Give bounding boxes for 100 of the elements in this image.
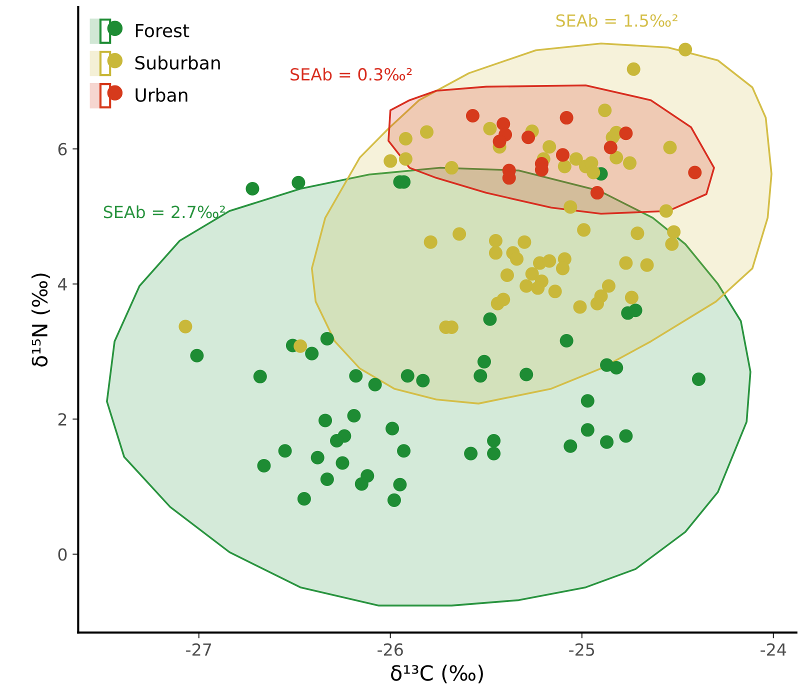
- point: [688, 166, 702, 180]
- point: [330, 434, 344, 448]
- point: [619, 256, 633, 270]
- point: [598, 104, 612, 118]
- point: [564, 439, 578, 453]
- point: [246, 182, 260, 196]
- point: [663, 140, 677, 154]
- legend-label: Urban: [136, 88, 188, 102]
- point: [520, 279, 534, 293]
- point: [600, 435, 614, 449]
- point: [640, 258, 654, 272]
- point: [556, 148, 570, 162]
- x-tick-label: -24: [760, 643, 786, 656]
- point: [368, 378, 382, 392]
- point: [577, 223, 591, 237]
- point: [520, 368, 534, 382]
- point: [522, 130, 536, 144]
- point: [624, 290, 638, 304]
- point: [297, 492, 311, 506]
- point: [667, 225, 681, 239]
- point: [560, 334, 574, 348]
- point: [630, 226, 644, 240]
- point: [580, 423, 594, 437]
- legend-label: Suburban: [135, 56, 220, 70]
- point: [586, 166, 600, 180]
- x-tick-label: -25: [569, 643, 594, 656]
- point: [305, 346, 319, 360]
- point: [190, 348, 204, 362]
- point: [542, 140, 556, 154]
- annotation: SEAb = 1.5‰²: [556, 14, 678, 27]
- point: [488, 234, 502, 248]
- point: [665, 237, 679, 251]
- point: [349, 369, 363, 383]
- point: [487, 434, 501, 448]
- point: [548, 284, 562, 298]
- point: [387, 493, 401, 507]
- point: [623, 156, 637, 170]
- point: [602, 279, 616, 293]
- point: [580, 394, 594, 408]
- point: [496, 292, 510, 306]
- point: [398, 132, 412, 146]
- point: [604, 140, 618, 154]
- point: [619, 126, 633, 140]
- point: [452, 227, 466, 241]
- y-tick-label: 4: [58, 278, 67, 290]
- point: [336, 456, 350, 470]
- point: [590, 296, 604, 310]
- point: [492, 134, 506, 148]
- y-tick-label: 2: [58, 413, 66, 426]
- point: [253, 370, 267, 384]
- point: [464, 446, 478, 460]
- point: [678, 42, 692, 56]
- point: [416, 374, 430, 388]
- point: [564, 200, 578, 214]
- point: [510, 252, 524, 266]
- x-tick-label: -26: [378, 643, 403, 656]
- point: [393, 478, 407, 492]
- point: [354, 477, 368, 491]
- point: [420, 125, 434, 139]
- point: [500, 268, 514, 282]
- point: [474, 369, 488, 383]
- point: [590, 186, 604, 200]
- x-axis-title: δ¹³C (‰): [391, 664, 483, 684]
- point: [400, 369, 414, 383]
- point: [525, 267, 539, 281]
- point: [483, 122, 497, 136]
- annotation: SEAb = 2.7‰²: [104, 205, 225, 218]
- point: [294, 339, 308, 353]
- point: [318, 414, 332, 428]
- point: [692, 372, 706, 386]
- point: [310, 450, 324, 464]
- point: [477, 354, 491, 368]
- annotation: SEAb = 0.3‰²: [290, 68, 412, 81]
- x-tick-label: -27: [186, 643, 212, 656]
- point: [610, 360, 624, 375]
- point: [628, 304, 642, 318]
- y-axis-title: δ¹⁵N (‰): [31, 274, 50, 367]
- point: [560, 111, 574, 125]
- point: [619, 429, 633, 443]
- point: [292, 176, 306, 190]
- point: [178, 320, 192, 334]
- point: [558, 160, 572, 174]
- point: [610, 150, 624, 164]
- point: [257, 458, 271, 472]
- point: [424, 235, 438, 249]
- point: [347, 408, 361, 422]
- y-tick-label: 0: [58, 548, 67, 561]
- point: [556, 262, 570, 276]
- point: [569, 152, 583, 166]
- point: [320, 332, 334, 346]
- point: [518, 235, 532, 249]
- point: [278, 444, 292, 458]
- point: [626, 62, 640, 76]
- point: [320, 472, 334, 486]
- point: [398, 152, 412, 166]
- point: [531, 281, 545, 295]
- point: [487, 446, 501, 460]
- legend-label: Forest: [136, 24, 190, 38]
- point: [384, 154, 398, 168]
- point: [483, 312, 497, 326]
